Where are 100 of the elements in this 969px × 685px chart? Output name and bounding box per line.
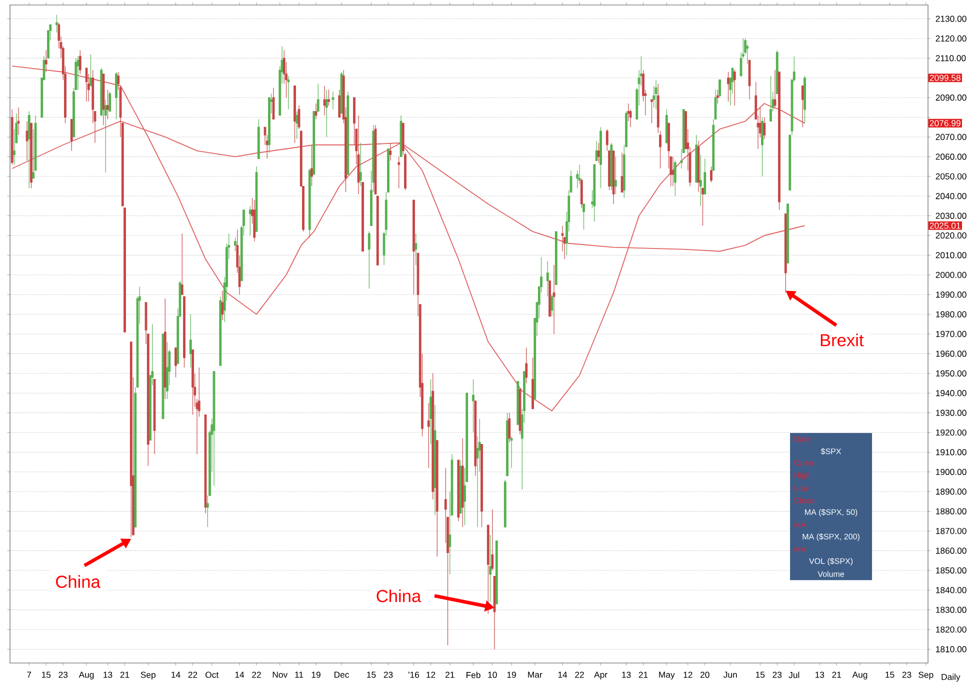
annotation: Low <box>794 485 809 491</box>
x-tick-label: Dec <box>334 672 349 678</box>
x-tick-label: 13 <box>815 672 824 678</box>
y-tick-label: 1860.00 <box>936 548 966 554</box>
x-tick-label: 23 <box>58 672 68 678</box>
y-tick-label: 1910.00 <box>936 449 966 456</box>
x-tick-label: 21 <box>446 672 454 678</box>
x-tick-label: Jun <box>724 672 737 678</box>
y-tick-label: 1970.00 <box>936 330 966 338</box>
x-tick-label: Sep <box>140 672 156 680</box>
y-tick-label: 1980.00 <box>936 311 966 318</box>
candlestick <box>546 260 549 297</box>
x-tick-label: 12 <box>426 672 436 678</box>
y-tick-label: 1840.00 <box>936 587 966 594</box>
y-tick-label: 2090.00 <box>936 94 966 101</box>
x-tick-label: Feb <box>466 672 480 678</box>
annotation: MA <box>794 546 806 552</box>
x-tick-label: Aug <box>852 672 868 680</box>
x-tick-label: 14 <box>558 672 568 678</box>
y-tick-label: 1960.00 <box>936 350 966 357</box>
text: Daily <box>942 674 960 682</box>
text: 2099.58 <box>930 74 960 81</box>
x-tick-label: 22 <box>188 672 198 678</box>
annotation: China <box>56 575 100 588</box>
x-tick-label: 15 <box>886 672 894 678</box>
y-tick-label: 2000.00 <box>936 272 966 278</box>
x-tick-label: 15 <box>756 672 765 678</box>
y-tick-label: 1990.00 <box>936 292 966 298</box>
x-tick-label: 14 <box>235 672 244 678</box>
x-tick-label: Mar <box>528 672 542 678</box>
x-tick-label: 19 <box>312 672 320 678</box>
y-tick-label: 2130.00 <box>936 16 966 22</box>
x-tick-label: 20 <box>700 672 710 678</box>
candlestick <box>489 534 492 602</box>
x-tick-label: 12 <box>684 672 692 678</box>
x-tick-label: 21 <box>638 672 648 678</box>
y-tick-label: 1850.00 <box>936 567 966 574</box>
x-tick-label: 15 <box>367 672 376 678</box>
x-tick-label: 15 <box>42 672 51 678</box>
annotation: MA <box>794 522 806 528</box>
x-tick-label: '16 <box>408 672 420 678</box>
annotation: Brexit <box>820 334 864 346</box>
x-tick-label: 11 <box>295 672 304 678</box>
x-tick-label: Oct <box>206 672 219 678</box>
y-tick-label: 1820.00 <box>936 626 966 633</box>
annotation: China <box>376 589 422 602</box>
y-tick-label: 1810.00 <box>936 646 966 652</box>
y-tick-label: 2030.00 <box>936 212 966 219</box>
y-tick-label: 2060.00 <box>936 154 966 160</box>
x-tick-label: 23 <box>384 672 393 678</box>
y-tick-label: 2040.00 <box>936 193 966 200</box>
x-tick-label: 23 <box>902 672 912 678</box>
annotation: Volume <box>818 571 844 577</box>
x-tick-label: Aug <box>78 672 94 680</box>
x-tick-label: Apr <box>594 672 608 680</box>
y-tick-label: 2010.00 <box>936 252 966 258</box>
y-tick-label: 1900.00 <box>936 468 966 475</box>
x-tick-label: 13 <box>104 672 112 678</box>
y-tick-label: 1870.00 <box>936 528 966 534</box>
y-tick-label: 1890.00 <box>936 488 966 495</box>
x-tick-label: 21 <box>120 672 130 678</box>
y-tick-label: 2070.00 <box>936 134 966 140</box>
text: 2025.01 <box>930 222 960 229</box>
annotation: VOL ($SPX) <box>809 558 853 566</box>
annotation: High <box>794 472 810 480</box>
x-tick-label: 19 <box>507 672 516 678</box>
candlestick <box>189 314 192 368</box>
annotation: $SPX <box>820 448 842 455</box>
annotation: Open <box>794 460 814 468</box>
x-tick-label: 13 <box>622 672 631 678</box>
y-tick-label: 2110.00 <box>936 55 966 62</box>
x-tick-label: 22 <box>252 672 261 678</box>
annotation: MA ($SPX, 200) <box>802 533 860 541</box>
x-tick-label: 10 <box>488 672 497 678</box>
x-tick-label: 14 <box>172 672 180 678</box>
line-series <box>12 66 806 412</box>
y-tick-label: 1880.00 <box>936 508 966 514</box>
annotation: MA ($SPX, 50) <box>805 508 858 516</box>
candlestick <box>472 379 474 433</box>
x-tick-label: 7 <box>27 672 32 678</box>
y-tick-label: 2050.00 <box>936 173 966 180</box>
annotation: Date <box>794 436 811 442</box>
text: 2076.99 <box>930 120 960 126</box>
y-tick-label: 1940.00 <box>936 390 966 396</box>
x-tick-label: 21 <box>832 672 842 678</box>
x-tick-label: Jul <box>788 672 800 678</box>
y-tick-label: 2120.00 <box>936 35 966 42</box>
annotation: Close <box>794 497 814 504</box>
x-tick-label: 23 <box>772 672 782 678</box>
x-tick-label: May <box>659 672 675 680</box>
x-tick-label: Nov <box>272 672 288 678</box>
y-tick-label: 1930.00 <box>936 410 966 416</box>
x-tick-label: Sep <box>918 672 934 680</box>
y-tick-label: 1920.00 <box>936 429 966 436</box>
candlestick <box>285 62 288 98</box>
y-tick-label: 1950.00 <box>936 370 966 376</box>
candlestick <box>325 89 328 138</box>
y-tick-label: 2020.00 <box>936 232 966 239</box>
y-tick-label: 1830.00 <box>936 606 966 613</box>
x-tick-label: 22 <box>575 672 584 678</box>
